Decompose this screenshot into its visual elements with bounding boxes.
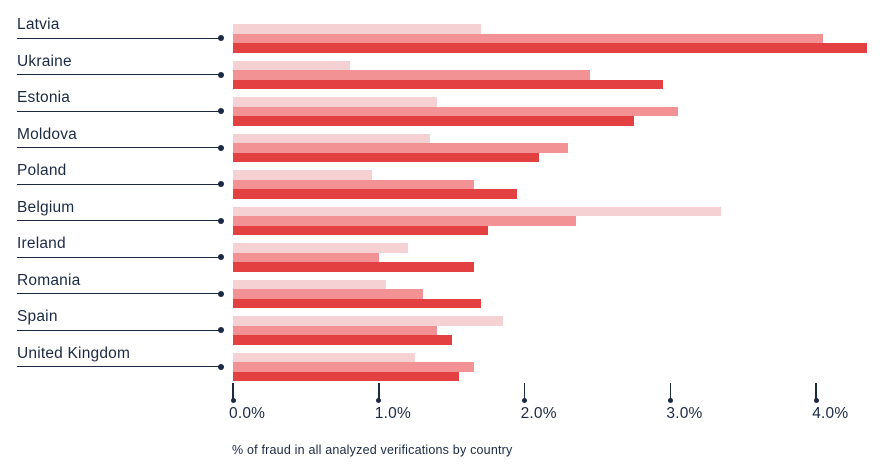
bar-group [233, 133, 569, 162]
bar-group [233, 352, 474, 381]
leader-line [17, 37, 221, 39]
bar-series-red [233, 116, 634, 126]
bar-series-light-pink [233, 206, 722, 216]
leader-dot-icon [218, 181, 224, 187]
bar-series-salmon [233, 362, 474, 372]
bar-group [233, 170, 518, 199]
tick-arrow-icon [523, 383, 526, 399]
country-row: United Kingdom [0, 345, 882, 386]
country-label: Latvia [17, 16, 60, 33]
bar-series-salmon [233, 106, 678, 116]
bar-series-salmon [233, 216, 576, 226]
country-row: Latvia [0, 16, 882, 57]
country-label: Belgium [17, 198, 75, 216]
tick-arrow-icon [232, 383, 234, 399]
tick-arrow-icon [378, 383, 380, 399]
bar-group [233, 97, 678, 126]
bar-series-light-pink [233, 60, 350, 70]
tick-arrow-icon [815, 383, 817, 399]
country-label: Ireland [17, 235, 66, 252]
bar-group [233, 60, 664, 89]
country-row: Romania [0, 272, 882, 313]
tick-arrow-dot-icon [230, 398, 236, 403]
bar-series-salmon [233, 252, 379, 262]
leader-line [17, 329, 221, 331]
tick-arrow-dot-icon [667, 398, 673, 403]
x-axis-tick-label: 4.0% [812, 405, 849, 422]
leader-dot-icon [218, 108, 224, 114]
leader-line [17, 147, 221, 148]
country-label: Poland [17, 162, 67, 179]
tick-arrow-dot-icon [376, 398, 382, 403]
bar-series-red [233, 298, 481, 308]
bar-group [233, 206, 722, 235]
x-axis-tick-label: 0.0% [229, 405, 266, 422]
bar-series-light-pink [233, 24, 481, 34]
country-row: Ukraine [0, 53, 882, 94]
bar-series-light-pink [233, 133, 430, 143]
tick-arrow-icon [669, 383, 672, 399]
country-label: Moldova [17, 125, 77, 143]
bar-series-red [233, 79, 664, 89]
leader-line [17, 256, 221, 258]
bar-series-light-pink [233, 170, 372, 180]
bar-group [233, 279, 481, 308]
bar-series-salmon [233, 325, 438, 335]
leader-line [17, 183, 221, 185]
leader-dot-icon [218, 290, 224, 297]
bar-series-salmon [233, 179, 474, 189]
country-label: Romania [17, 271, 81, 289]
country-row: Spain [0, 308, 882, 349]
bar-series-red [233, 335, 452, 345]
country-row: Poland [0, 162, 882, 203]
leader-dot-icon [218, 144, 224, 151]
country-row: Estonia [0, 89, 882, 130]
bar-series-red [233, 225, 489, 235]
country-row: Belgium [0, 199, 882, 240]
leader-line [17, 110, 221, 112]
leader-line [17, 366, 221, 367]
x-axis-tick-label: 2.0% [520, 405, 557, 422]
leader-dot-icon [218, 254, 224, 260]
leader-dot-icon [218, 217, 224, 224]
bar-series-salmon [233, 33, 824, 43]
bar-series-salmon [233, 289, 423, 299]
leader-dot-icon [218, 35, 224, 41]
bar-group [233, 243, 474, 272]
leader-line [17, 293, 221, 294]
bar-group [233, 24, 868, 53]
country-label: United Kingdom [17, 344, 131, 362]
country-label: Estonia [17, 89, 71, 106]
country-label: Ukraine [17, 52, 72, 70]
x-axis-tick-label: 3.0% [666, 405, 703, 422]
bar-series-light-pink [233, 316, 503, 326]
bar-series-red [233, 152, 540, 162]
leader-line [17, 74, 221, 75]
leader-dot-icon [218, 363, 224, 370]
bar-group [233, 316, 503, 345]
leader-dot-icon [218, 327, 224, 333]
bar-series-red [233, 262, 474, 272]
chart-footnote: % of fraud in all analyzed verifications… [232, 443, 513, 457]
country-row: Ireland [0, 235, 882, 276]
country-row: Moldova [0, 126, 882, 167]
bar-series-red [233, 189, 518, 199]
bar-series-light-pink [233, 243, 408, 253]
country-label: Spain [17, 308, 58, 325]
bar-series-light-pink [233, 279, 387, 289]
bar-series-red [233, 371, 459, 381]
x-axis-tick-label: 1.0% [374, 405, 411, 422]
leader-line [17, 220, 221, 221]
bar-series-light-pink [233, 97, 438, 107]
tick-arrow-dot-icon [813, 398, 819, 403]
bar-series-salmon [233, 143, 569, 153]
bar-series-salmon [233, 70, 591, 80]
leader-dot-icon [218, 71, 224, 78]
bar-series-red [233, 43, 868, 53]
bar-series-light-pink [233, 352, 416, 362]
tick-arrow-dot-icon [522, 398, 528, 403]
